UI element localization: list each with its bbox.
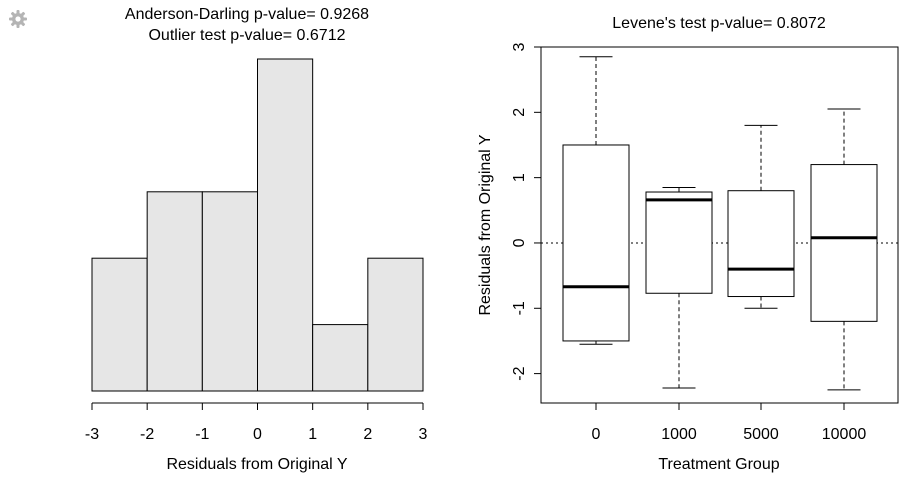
boxplot-y-axis: -2 -1 0 1 2 3 [511, 42, 542, 381]
histogram-x-axis: -3 -2 -1 0 1 2 3 [85, 402, 428, 443]
histogram-x-tick-label: 2 [363, 426, 372, 443]
box-group-5000 [727, 124, 795, 309]
histogram-x-axis-label: Residuals from Original Y [166, 456, 347, 473]
boxplot-panel: Levene's test p-value= 0.8072 -2 -1 0 1 2 3 0… [477, 15, 899, 473]
histogram-x-tick-label: 3 [419, 426, 428, 443]
histogram-bars [91, 58, 424, 392]
boxplot-x-tick-label: 5000 [743, 426, 779, 443]
histogram-x-tick-label: 0 [253, 426, 262, 443]
histogram-x-tick-label: -3 [85, 426, 99, 443]
box-iqr [562, 144, 630, 342]
box-group-1000 [645, 186, 713, 389]
boxplot-x-tick-label: 10000 [822, 426, 867, 443]
histogram-bar [367, 257, 424, 392]
boxplot-x-tick-label: 0 [592, 426, 601, 443]
histogram-bar [201, 191, 258, 392]
histogram-x-tick-label: -1 [195, 426, 209, 443]
box-iqr [810, 164, 878, 322]
box-group-0 [562, 56, 630, 345]
histogram-subtitle: Outlier test p-value= 0.6712 [148, 27, 345, 44]
boxplot-x-tick-label: 1000 [661, 426, 697, 443]
histogram-x-tick-label: 1 [308, 426, 317, 443]
boxplot-x-axis-label: Treatment Group [658, 456, 779, 473]
box-group-10000 [810, 108, 878, 391]
boxplot-x-axis: 0 1000 5000 10000 [592, 402, 867, 443]
boxplot-y-tick-label: -2 [511, 366, 528, 380]
boxplot-y-tick-label: 3 [511, 42, 528, 51]
histogram-bar [312, 324, 369, 392]
histogram-title: Anderson-Darling p-value= 0.9268 [125, 6, 369, 23]
histogram-bar [146, 191, 203, 392]
histogram-bar [91, 257, 148, 392]
boxplot-y-tick-label: 0 [511, 238, 528, 247]
histogram-bar [257, 58, 314, 392]
boxplot-y-tick-label: -1 [511, 301, 528, 315]
boxplot-title: Levene's test p-value= 0.8072 [612, 15, 826, 32]
boxplot-y-tick-label: 1 [511, 173, 528, 182]
boxplot-y-tick-label: 2 [511, 108, 528, 117]
box-iqr [645, 191, 713, 294]
boxplot-y-axis-label: Residuals from Original Y [477, 134, 494, 315]
gear-icon[interactable] [8, 9, 28, 29]
boxplot-boxes [562, 56, 878, 391]
histogram-x-tick-label: -2 [140, 426, 154, 443]
histogram-panel: Anderson-Darling p-value= 0.9268 Outlier… [85, 6, 428, 473]
box-iqr [727, 190, 795, 298]
